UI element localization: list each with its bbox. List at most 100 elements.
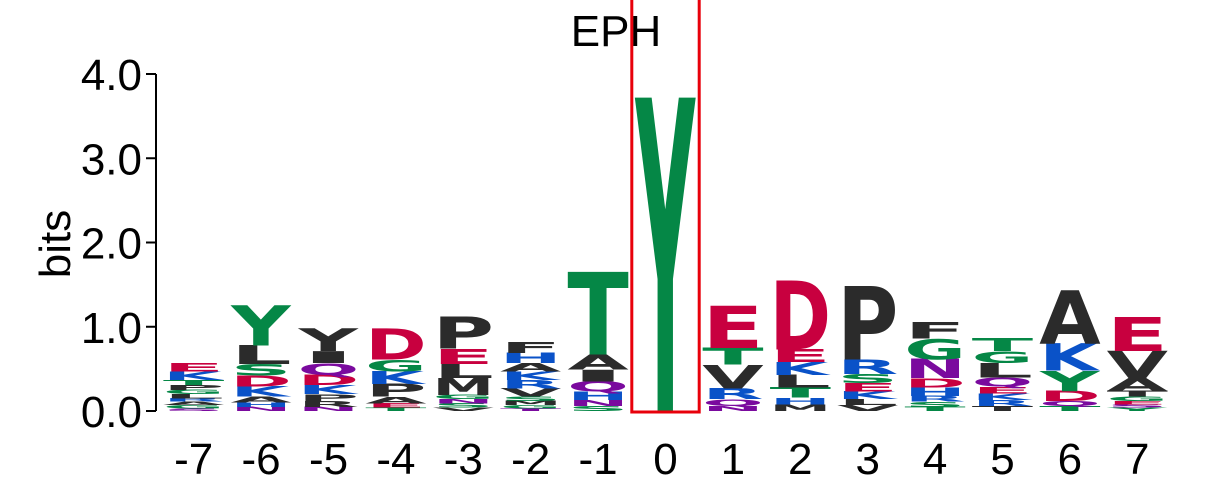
logo-letter: H — [500, 350, 561, 366]
y-tick-label: 0.0 — [81, 388, 142, 437]
logo-letter: H — [567, 389, 628, 402]
logo-letter: T — [500, 408, 562, 412]
position-stack: Y — [634, 12, 695, 496]
logo-letter: A — [567, 350, 629, 374]
logo-letter: L — [230, 340, 291, 370]
logo-letter: S — [433, 402, 494, 409]
logo-letter: A — [163, 401, 225, 406]
logo-letter: F — [500, 339, 561, 356]
logo-letter: K — [1039, 337, 1101, 380]
logo-letter: Q — [298, 360, 359, 379]
logo-letter: Y — [1106, 407, 1168, 412]
logo-letter: M — [433, 374, 494, 401]
logo-letter: P — [433, 308, 494, 359]
logo-letter: Y — [230, 295, 292, 359]
logo-letter: S — [837, 372, 898, 387]
logo-letter: V — [433, 407, 495, 412]
logo-letter: K — [298, 382, 359, 397]
logo-letter: V — [1107, 344, 1169, 387]
logo-letter: T — [972, 335, 1033, 355]
logo-letter: N — [433, 398, 494, 405]
logo-letter: R — [972, 399, 1033, 408]
logo-letter: H — [770, 396, 831, 407]
logo-letter: S — [904, 400, 965, 408]
highlight-box — [630, 0, 701, 414]
x-tick-label: -4 — [376, 435, 415, 484]
logo-letter: H — [230, 402, 291, 409]
logo-letter: D — [298, 372, 359, 388]
logo-letter: R — [904, 394, 965, 403]
logo-letter: G — [433, 394, 494, 401]
x-tick-label: -5 — [309, 435, 348, 484]
logo-letter: P — [837, 266, 898, 383]
logo-letter: Q — [1039, 400, 1100, 408]
logo-letter: F — [904, 318, 965, 344]
logo-letter: G — [904, 334, 965, 366]
logo-letter: Q — [702, 398, 763, 409]
logo-letter: M — [770, 403, 831, 414]
logo-letter: S — [1107, 403, 1168, 408]
logo-letter: L — [433, 360, 494, 383]
logo-letter: G — [365, 356, 426, 375]
logo-letter: A — [1107, 375, 1169, 395]
x-tick-label: 0 — [653, 435, 677, 484]
logo-letter: P — [298, 393, 359, 404]
logo-letter: G — [972, 348, 1033, 367]
logo-letter: L — [163, 393, 224, 400]
logo-letter: G — [163, 389, 224, 396]
chart-title: EPH — [571, 7, 661, 56]
x-tick-label: 4 — [923, 435, 947, 484]
logo-letter: Q — [567, 379, 628, 395]
logo-letter: N — [904, 354, 965, 385]
logo-letter: N — [230, 406, 291, 413]
logo-letter: S — [500, 396, 561, 403]
logo-letter: K — [770, 359, 832, 379]
logo-letter: E — [433, 345, 494, 369]
logo-letter: D — [770, 263, 831, 373]
x-tick-label: 5 — [990, 435, 1014, 484]
logo-letter: A — [230, 395, 292, 404]
logo-letter: A — [500, 361, 562, 374]
y-tick-label: 1.0 — [81, 304, 142, 353]
logo-letter: R — [837, 356, 898, 379]
logo-letter: E — [837, 381, 898, 394]
logo-letter: G — [500, 404, 561, 409]
logo-letter: P — [163, 384, 224, 392]
y-axis-label: bits — [31, 210, 80, 278]
x-tick-label: 3 — [855, 435, 879, 484]
logo-letter: D — [230, 372, 291, 390]
logo-letter: L — [770, 372, 831, 392]
logo-letter: K — [837, 390, 899, 402]
logo-letter: T — [1107, 389, 1169, 398]
logo-letter: D — [365, 321, 426, 371]
logo-letter: N — [702, 405, 763, 413]
logo-letter: E — [972, 385, 1033, 396]
logo-letter: L — [837, 398, 898, 407]
logo-letter: E — [770, 346, 831, 366]
logo-letter: T — [904, 406, 966, 413]
logo-letter: K — [230, 384, 291, 400]
logo-letter: T — [770, 385, 831, 401]
logo-letter: T — [972, 405, 1034, 413]
logo-letter: N — [298, 406, 359, 413]
y-tick-label: 3.0 — [81, 135, 142, 184]
x-tick-label: -1 — [579, 435, 618, 484]
logo-letter-stacks: SGARLGPTKENHAKDSLYNRPKDQIYTEAPKGDVSNGMLE… — [163, 12, 1169, 496]
logo-letter: S — [567, 405, 628, 413]
logo-letter: T — [702, 344, 764, 371]
logo-letter: G — [1107, 396, 1168, 403]
logo-letter: K — [365, 368, 427, 388]
x-tick-label: 1 — [721, 435, 745, 484]
logo-letter: S — [230, 361, 291, 380]
